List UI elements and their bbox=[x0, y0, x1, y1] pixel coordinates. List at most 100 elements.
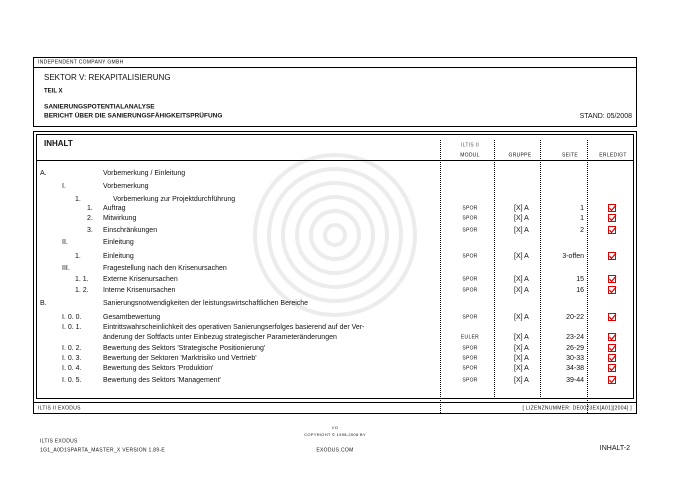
checkbox bbox=[608, 313, 616, 321]
doc-subtitle: BERICHT ÜBER DIE SANIERUNGSFÄHIGKEITSPRÜ… bbox=[44, 111, 222, 120]
row-text: Einschränkungen bbox=[103, 227, 157, 234]
checkbox bbox=[608, 354, 616, 362]
row-text: Mitwirkung bbox=[103, 215, 137, 222]
row-text: Interne Krisenursachen bbox=[103, 287, 175, 294]
gruppe: [X] A bbox=[514, 205, 529, 212]
column-lines bbox=[440, 140, 588, 414]
column-header: MODUL bbox=[460, 152, 480, 158]
row-number: 2. bbox=[87, 215, 93, 222]
seite: 39-44 bbox=[566, 377, 584, 384]
row-text: Bewertung des Sektors 'Produktion' bbox=[103, 365, 213, 372]
footer-center: COPYRIGHT © 1998-2008 BY bbox=[304, 432, 366, 437]
modul: SPOR bbox=[462, 314, 477, 320]
footer-center: I/O bbox=[332, 425, 338, 430]
checkmark bbox=[609, 344, 617, 352]
teil: TEIL X bbox=[44, 89, 63, 95]
checkmark bbox=[609, 252, 617, 260]
table-inner bbox=[36, 134, 634, 399]
checkbox bbox=[608, 226, 616, 234]
seite: 3-offen bbox=[562, 253, 584, 260]
checkmark bbox=[609, 275, 617, 283]
brand: ILTIS II bbox=[461, 142, 479, 148]
seite: 1 bbox=[580, 215, 584, 222]
seite: 1 bbox=[580, 205, 584, 212]
modul: SPOR bbox=[462, 355, 477, 361]
seite: 30-33 bbox=[566, 355, 584, 362]
modul: SPOR bbox=[462, 345, 477, 351]
gruppe: [X] A bbox=[514, 287, 529, 294]
row-number: A. bbox=[40, 170, 47, 177]
checkmark bbox=[609, 364, 617, 372]
seite: 2 bbox=[580, 227, 584, 234]
row-text: Vorbemerkung zur Projektdurchführung bbox=[113, 196, 235, 203]
row-text: Fragestellung nach den Krisenursachen bbox=[103, 265, 227, 272]
row-text: Bewertung des Sektors 'Strategische Posi… bbox=[103, 345, 265, 352]
footer-left: 1G1_A0D1SPARTA_MASTER_X VERSION 1.89-E bbox=[40, 447, 165, 453]
row-number: B. bbox=[40, 300, 47, 307]
modul: SPOR bbox=[462, 377, 477, 383]
license: [ LIZENZNUMMER: DE0023EX[A01][2004] ] bbox=[523, 405, 633, 411]
seite: 34-38 bbox=[566, 365, 584, 372]
checkbox bbox=[608, 275, 616, 283]
modul: SPOR bbox=[462, 253, 477, 259]
checkbox bbox=[608, 214, 616, 222]
checkmark bbox=[609, 226, 617, 234]
checkmark bbox=[609, 286, 617, 294]
seite: 23-24 bbox=[566, 334, 584, 341]
checkmark bbox=[609, 214, 617, 222]
row-text: Externe Krisenursachen bbox=[103, 276, 178, 283]
row-text: Auftrag bbox=[103, 205, 126, 212]
row-text: Bewertung der Sektoren 'Marktrisiko und … bbox=[103, 355, 257, 362]
modul: SPOR bbox=[462, 287, 477, 293]
checkbox bbox=[608, 376, 616, 384]
gruppe: [X] A bbox=[514, 276, 529, 283]
row-number: I. 0. 3. bbox=[62, 355, 82, 362]
row-number: I. 0. 4. bbox=[62, 365, 82, 372]
license-box bbox=[33, 402, 637, 414]
gruppe: [X] A bbox=[514, 215, 529, 222]
gruppe: [X] A bbox=[514, 377, 529, 384]
rows: A. Vorbemerkung / Einleitung I. Vorbemerkun… bbox=[40, 170, 617, 384]
row-number: 1. bbox=[75, 253, 81, 260]
row-number: I. 0. 0. bbox=[62, 314, 82, 321]
seite: 26-29 bbox=[566, 345, 584, 352]
stand: STAND: 05/2008 bbox=[580, 113, 633, 120]
modul: SPOR bbox=[462, 215, 477, 221]
modul: SPOR bbox=[462, 227, 477, 233]
row-number: II. bbox=[62, 239, 68, 246]
modul: SPOR bbox=[462, 365, 477, 371]
footer-center: EXODUS.COM bbox=[316, 447, 353, 453]
license-left: ILTIS II EXODUS bbox=[38, 405, 81, 411]
row-text: Einleitung bbox=[103, 253, 134, 260]
checkbox bbox=[608, 286, 616, 294]
gruppe: [X] A bbox=[514, 253, 529, 260]
checkmark bbox=[609, 313, 617, 321]
row-number: 1. bbox=[87, 205, 93, 212]
column-header: ERLEDIGT bbox=[599, 152, 626, 158]
seite: 16 bbox=[576, 287, 584, 294]
gruppe: [X] A bbox=[514, 355, 529, 362]
column-header: GRUPPE bbox=[509, 152, 532, 158]
checkmark bbox=[609, 376, 617, 384]
row-text: Vorbemerkung bbox=[103, 183, 149, 190]
checkmark bbox=[609, 204, 617, 212]
doc-title: SANIERUNGSPOTENTIALANALYSE bbox=[44, 104, 155, 111]
row-number: 1. bbox=[75, 196, 81, 203]
row-number: I. 0. 5. bbox=[62, 377, 82, 384]
gruppe: [X] A bbox=[514, 345, 529, 352]
row-number: I. 0. 2. bbox=[62, 345, 82, 352]
gruppe: [X] A bbox=[514, 314, 529, 321]
row-number: I. bbox=[62, 183, 66, 190]
watermark bbox=[253, 153, 417, 317]
row-text: Vorbemerkung / Einleitung bbox=[103, 170, 185, 177]
row-number: 1. 2. bbox=[75, 287, 89, 294]
row-number: III. bbox=[62, 265, 70, 272]
header-box bbox=[33, 57, 637, 127]
checkbox bbox=[608, 204, 616, 212]
footer-left: ILTIS EXODUS bbox=[40, 438, 78, 444]
checkbox bbox=[608, 344, 616, 352]
modul: EULER bbox=[461, 334, 479, 340]
gruppe: [X] A bbox=[514, 365, 529, 372]
column-header: SEITE bbox=[562, 152, 578, 158]
